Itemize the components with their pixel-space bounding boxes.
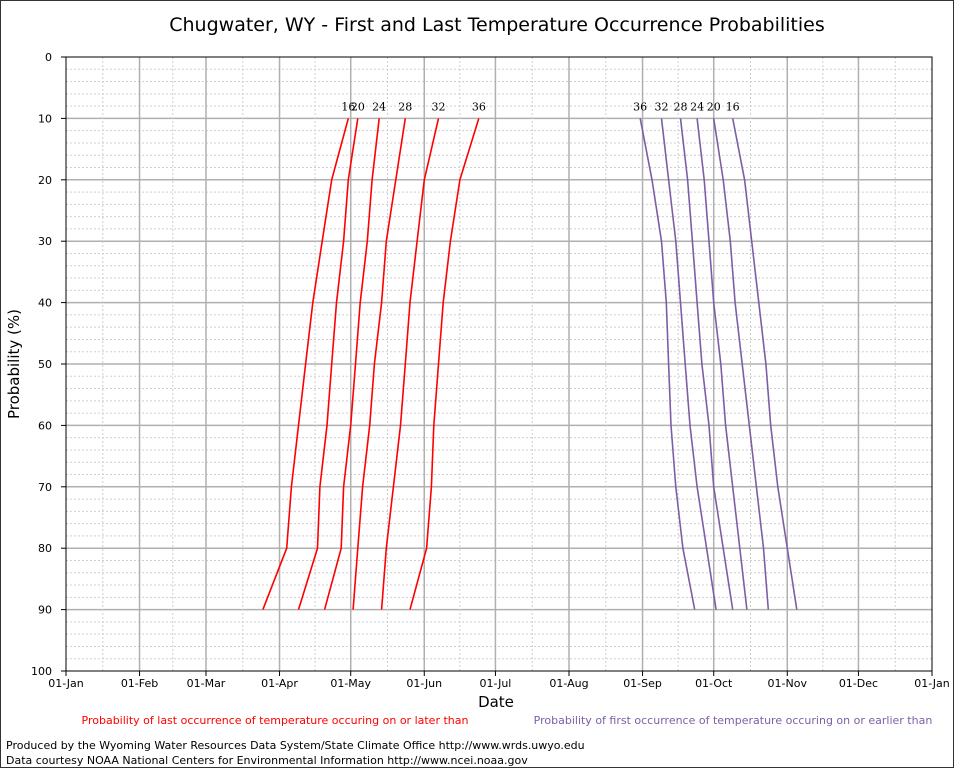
last-series-label-36: 36 (472, 100, 486, 113)
y-axis: 0 10 20 30 40 50 60 70 80 90 100 (31, 51, 66, 678)
first-series-label-20: 20 (707, 100, 721, 113)
y-tick-label: 100 (31, 665, 52, 678)
first-series-line-36 (639, 118, 696, 610)
y-tick-label: 70 (38, 481, 52, 494)
last-series-label-16: 16 (341, 100, 355, 113)
x-tick-label: 01-May (330, 677, 371, 690)
x-tick-label: 01-Jan (48, 677, 84, 690)
y-tick-label: 40 (38, 297, 52, 310)
x-tick-label: 01-Feb (121, 677, 158, 690)
last-series-line-20 (297, 118, 359, 610)
x-tick-label: 01-Oct (695, 677, 733, 690)
first-series-label-24: 24 (690, 100, 704, 113)
x-tick-label: 01-Apr (261, 677, 298, 690)
first-series-line-28 (679, 118, 734, 610)
x-tick-label: 01-Sep (623, 677, 662, 690)
x-tick-label: 01-Dec (839, 677, 878, 690)
first-series-label-16: 16 (726, 100, 740, 113)
first-series-line-32 (660, 118, 717, 610)
y-tick-label: 90 (38, 604, 52, 617)
x-tick-label: 01-Jan (914, 677, 950, 690)
x-tick-label: 01-Mar (187, 677, 226, 690)
last-series-line-36 (409, 118, 480, 610)
series-lines (262, 118, 798, 610)
grid (66, 57, 932, 671)
y-tick-label: 20 (38, 174, 52, 187)
legend-first-occurrence: Probability of first occurrence of tempe… (534, 714, 933, 727)
first-series-line-24 (696, 118, 748, 610)
y-tick-label: 30 (38, 235, 52, 248)
legend-last-occurrence: Probability of last occurrence of temper… (82, 714, 469, 727)
x-tick-label: 01-Nov (768, 677, 808, 690)
last-series-line-24 (323, 118, 380, 610)
credits-line-data-source: Data courtesy NOAA National Centers for … (6, 754, 528, 767)
first-series-label-32: 32 (655, 100, 669, 113)
last-series-label-20: 20 (351, 100, 365, 113)
last-series-label-28: 28 (398, 100, 412, 113)
x-axis-label: Date (478, 693, 514, 711)
first-series-label-28: 28 (674, 100, 688, 113)
credits: Produced by the Wyoming Water Resources … (6, 738, 585, 768)
last-series-label-24: 24 (372, 100, 386, 113)
last-series-line-16 (262, 118, 350, 610)
credits-line-producer: Produced by the Wyoming Water Resources … (6, 739, 585, 752)
first-series-line-16 (731, 118, 798, 610)
chart-title: Chugwater, WY - First and Last Temperatu… (169, 14, 825, 36)
last-series-label-32: 32 (431, 100, 445, 113)
first-series-line-20 (712, 118, 770, 610)
last-series-line-32 (380, 118, 440, 610)
y-tick-label: 0 (45, 51, 52, 64)
x-tick-label: 01-Jun (406, 677, 442, 690)
x-tick-label: 01-Jul (480, 677, 512, 690)
x-tick-label: 01-Aug (549, 677, 588, 690)
y-tick-label: 80 (38, 542, 52, 555)
x-axis: 01-Jan 01-Feb 01-Mar 01-Apr 01-May 01-Jun 01-J… (48, 671, 950, 690)
last-series-line-28 (352, 118, 407, 610)
y-tick-label: 60 (38, 419, 52, 432)
first-series-label-36: 36 (633, 100, 647, 113)
y-tick-label: 50 (38, 358, 52, 371)
y-axis-label: Probability (%) (5, 309, 23, 419)
y-tick-label: 10 (38, 112, 52, 125)
